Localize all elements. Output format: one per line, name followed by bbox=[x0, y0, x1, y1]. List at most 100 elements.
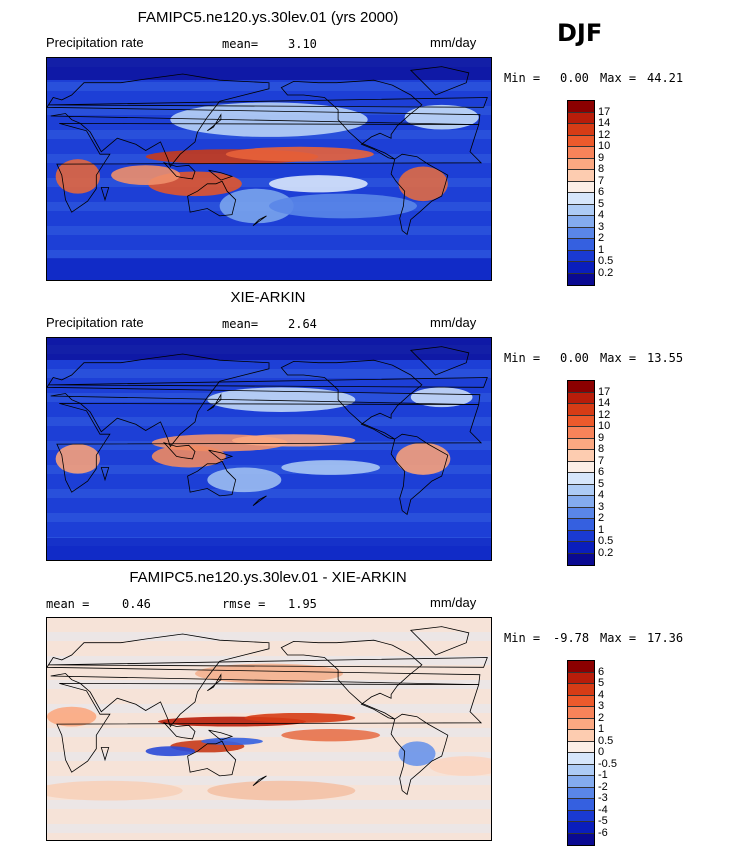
colorbar-swatch bbox=[568, 661, 594, 673]
colorbar-swatch bbox=[568, 381, 594, 393]
colorbar-swatch bbox=[568, 124, 594, 136]
colorbar-tick-label: 1 bbox=[598, 243, 605, 256]
colorbar-tick-label: -3 bbox=[598, 792, 608, 804]
colorbar-tick-label: -6 bbox=[598, 826, 608, 839]
colorbar-tick-label: 4 bbox=[598, 489, 605, 501]
mean-value: 3.10 bbox=[288, 37, 317, 51]
season-label: DJF bbox=[557, 19, 603, 47]
colorbar-tick-label: 10 bbox=[598, 140, 611, 152]
colorbar-tick-label: 7 bbox=[598, 174, 605, 187]
colorbar-tick-label: 1 bbox=[598, 723, 605, 735]
colorbar-tick-label: 4 bbox=[598, 688, 605, 701]
colorbar-swatch bbox=[568, 415, 594, 427]
mean-value: 2.64 bbox=[288, 317, 317, 331]
colorbar-tick-label: 6 bbox=[598, 665, 605, 678]
colorbar-swatch bbox=[568, 787, 594, 799]
colorbar-swatch bbox=[568, 204, 594, 216]
max-value: 13.55 bbox=[647, 351, 684, 365]
colorbar-swatch bbox=[568, 553, 594, 565]
colorbar-swatch bbox=[568, 193, 594, 205]
colorbar-tick-label: 2 bbox=[598, 711, 605, 724]
colorbar-model bbox=[567, 100, 595, 286]
colorbar-tick-label: 6 bbox=[598, 466, 605, 478]
colorbar-swatch bbox=[568, 438, 594, 450]
colorbar-swatch bbox=[568, 216, 594, 228]
colorbar-swatch bbox=[568, 822, 594, 834]
mean-label: mean= bbox=[222, 37, 259, 51]
colorbar-swatch bbox=[568, 764, 594, 776]
precip-map-difference bbox=[46, 617, 492, 841]
colorbar-swatch bbox=[568, 101, 594, 113]
colorbar-tick-label: 5 bbox=[598, 477, 605, 490]
colorbar-swatch bbox=[568, 753, 594, 765]
precip-map-observed bbox=[46, 337, 492, 561]
colorbar-tick-label: 9 bbox=[598, 151, 605, 164]
colorbar-swatch bbox=[568, 239, 594, 251]
colorbar-tick-label: 9 bbox=[598, 431, 605, 444]
colorbar-swatch bbox=[568, 530, 594, 542]
colorbar-tick-label: 14 bbox=[598, 117, 611, 129]
max-label: Max = bbox=[600, 351, 637, 365]
colorbar-swatch bbox=[568, 473, 594, 485]
colorbar-tick-label: 3 bbox=[598, 700, 605, 712]
colorbar-swatch bbox=[568, 799, 594, 811]
mean-value: 0.46 bbox=[122, 597, 151, 611]
min-value: 0.00 bbox=[560, 71, 589, 85]
colorbar-tick-label: 0.5 bbox=[598, 535, 614, 547]
colorbar-swatch bbox=[568, 695, 594, 707]
mean-label: mean = bbox=[46, 597, 90, 611]
panel-title: XIE-ARKIN bbox=[230, 289, 306, 306]
colorbar-swatch bbox=[568, 707, 594, 719]
colorbar-tick-label: 5 bbox=[598, 677, 605, 689]
colorbar-swatch bbox=[568, 484, 594, 496]
colorbar-swatch bbox=[568, 776, 594, 788]
colorbar-tick-label: 8 bbox=[598, 443, 605, 455]
colorbar-swatch bbox=[568, 112, 594, 124]
min-label: Min = bbox=[504, 351, 541, 365]
colorbar-tick-label: -5 bbox=[598, 815, 608, 827]
precip-map-model bbox=[46, 57, 492, 281]
units-label: mm/day bbox=[430, 315, 477, 330]
max-label: Max = bbox=[600, 631, 637, 645]
colorbar-tick-label: 2 bbox=[598, 232, 605, 244]
colorbar-tick-label: 17 bbox=[598, 105, 611, 118]
colorbar-tick-label: -1 bbox=[598, 769, 608, 781]
colorbar-tick-label: 0.5 bbox=[598, 255, 614, 267]
panel-title: FAMIPC5.ne120.ys.30lev.01 - XIE-ARKIN bbox=[129, 569, 407, 586]
units-label: mm/day bbox=[430, 595, 477, 610]
colorbar-tick-label: 6 bbox=[598, 186, 605, 198]
colorbar-observed bbox=[567, 380, 595, 566]
colorbar-swatch bbox=[568, 135, 594, 147]
rmse-value: 1.95 bbox=[288, 597, 317, 611]
colorbar-swatch bbox=[568, 147, 594, 159]
colorbar-swatch bbox=[568, 392, 594, 404]
colorbar-tick-label: 4 bbox=[598, 209, 605, 221]
colorbar-tick-label: -0.5 bbox=[598, 757, 617, 770]
colorbar-swatch bbox=[568, 227, 594, 239]
colorbar-tick-label: 5 bbox=[598, 197, 605, 210]
colorbar-swatch bbox=[568, 461, 594, 473]
rmse-label: rmse = bbox=[222, 597, 266, 611]
colorbar-tick-label: 17 bbox=[598, 385, 611, 398]
colorbar-swatch bbox=[568, 741, 594, 753]
colorbar-swatch bbox=[568, 730, 594, 742]
colorbar-tick-label: 0.2 bbox=[598, 546, 614, 559]
colorbar-swatch bbox=[568, 672, 594, 684]
mean-label: mean= bbox=[222, 317, 259, 331]
min-value: 0.00 bbox=[560, 351, 589, 365]
colorbar-swatch bbox=[568, 450, 594, 462]
colorbar-tick-label: 1 bbox=[598, 523, 605, 536]
units-label: mm/day bbox=[430, 35, 477, 50]
colorbar-tick-label: 12 bbox=[598, 128, 611, 141]
colorbar-tick-label: 10 bbox=[598, 420, 611, 432]
colorbar-swatch bbox=[568, 181, 594, 193]
colorbar-swatch bbox=[568, 810, 594, 822]
colorbar-swatch bbox=[568, 507, 594, 519]
colorbar-tick-label: 7 bbox=[598, 454, 605, 467]
colorbar-tick-label: 0.2 bbox=[598, 266, 614, 279]
min-label: Min = bbox=[504, 71, 541, 85]
colorbar-tick-label: 2 bbox=[598, 512, 605, 524]
colorbar-tick-label: 0.5 bbox=[598, 734, 614, 747]
colorbar-tick-label: 0 bbox=[598, 746, 605, 758]
colorbar-swatch bbox=[568, 718, 594, 730]
